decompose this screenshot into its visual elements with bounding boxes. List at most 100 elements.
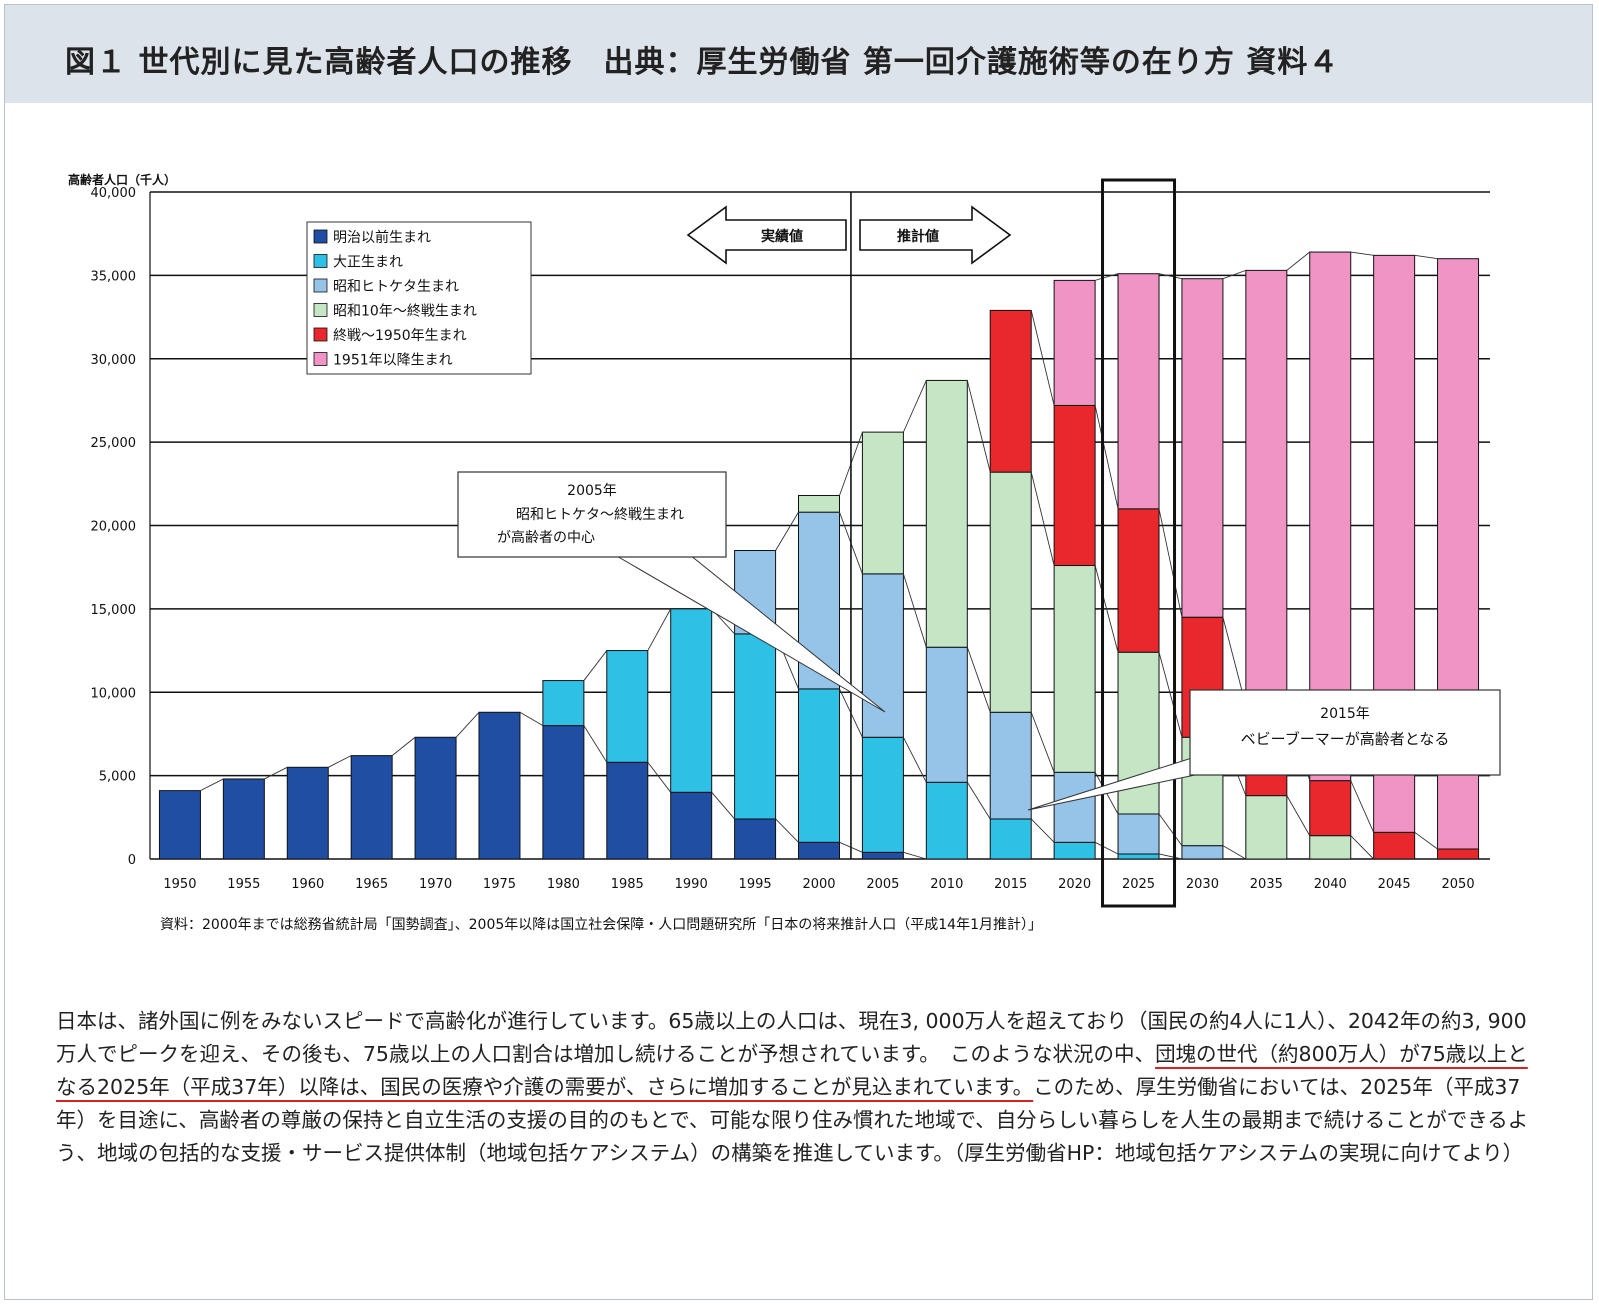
callout-2005-year: 2005年 <box>567 483 617 499</box>
legend-label: 大正生まれ <box>333 255 403 271</box>
bar-segment <box>1309 835 1352 860</box>
legend-label: 1951年以降生まれ <box>333 353 453 369</box>
y-tick-label: 30,000 <box>91 353 137 368</box>
bar-segment <box>1245 269 1288 707</box>
bar-segment <box>1117 508 1160 653</box>
bar-segment <box>734 818 777 860</box>
bar-segment <box>798 688 840 843</box>
arrow-left-shape <box>686 205 847 265</box>
x-tick-label: 1995 <box>739 877 772 892</box>
legend-swatch <box>313 254 328 268</box>
bar-segment <box>798 841 840 860</box>
bar-segment <box>989 818 1032 860</box>
bar-segment <box>1309 780 1352 837</box>
legend-swatch <box>313 229 328 244</box>
description-part-2: このため、厚生労働省においては、2025年（平成37年）を目途に、高齢者の尊厳の… <box>56 1075 1529 1165</box>
callout-2015-year: 2015年 <box>1320 706 1370 722</box>
chart-source: 資料：2000年までは総務省統計局「国勢調査」、2005年以降は国立社会保障・人… <box>160 917 1042 933</box>
connector-line <box>1222 269 1246 280</box>
x-tick-label: 2045 <box>1378 877 1411 892</box>
x-tick-label: 2050 <box>1442 877 1475 892</box>
x-tick-label: 1950 <box>163 877 196 892</box>
connector-line <box>1158 273 1183 280</box>
connector-line <box>966 782 991 820</box>
bar-segment <box>606 650 649 763</box>
highlight-2025-box <box>1101 178 1177 908</box>
bar-segment <box>1117 813 1160 855</box>
description-underlined: 団塊の世代（約800万人）が75歳以上となる2025年（平成37年）以降は、国民… <box>56 1042 1528 1099</box>
connector-line <box>902 573 927 648</box>
connector-line <box>902 380 927 433</box>
y-tick-label: 35,000 <box>91 269 137 284</box>
bar-segment <box>414 736 457 860</box>
connector-line <box>775 511 799 551</box>
connector-line <box>966 380 991 473</box>
bar-segment <box>222 778 265 860</box>
y-tick-label: 15,000 <box>91 603 137 618</box>
connector-line <box>1350 835 1374 860</box>
connector-line <box>1350 251 1374 256</box>
bar-segment <box>734 633 777 820</box>
y-tick-label: 10,000 <box>91 686 137 701</box>
bar-segment <box>1053 404 1096 567</box>
bar-segment <box>1245 795 1288 860</box>
bar-segment <box>925 781 968 860</box>
legend-label: 昭和10年～終戦生まれ <box>333 304 477 320</box>
x-tick-label: 2010 <box>930 877 963 892</box>
legend-swatch <box>313 352 328 366</box>
y-tick-label: 40,000 <box>91 186 137 201</box>
x-tick-label: 2015 <box>994 877 1027 892</box>
population-chart: 0 5,000 10,000 15,000 20,000 25,000 30,000 35,0… <box>68 172 1501 933</box>
connector-line <box>711 792 735 820</box>
y-tick-label: 0 <box>128 853 136 868</box>
description-part-1: 日本は、諸外国に例をみないスピードで高齢化が進行しています。65歳以上の人口は、… <box>56 1009 1527 1066</box>
connector-line <box>1094 273 1119 281</box>
bar-segment <box>542 680 585 727</box>
connector-line <box>1350 780 1375 833</box>
x-tick-label: 1955 <box>227 877 260 892</box>
callout-2005-line2: 昭和ヒトケタ～終戦生まれ <box>516 507 684 523</box>
callout-2005-line3: が高齢者の中心 <box>497 529 595 546</box>
bar-segment <box>286 766 329 860</box>
bar-segment <box>798 494 840 513</box>
bar-segment <box>861 736 904 853</box>
connector-line <box>200 778 224 792</box>
connector-line <box>903 737 927 783</box>
connector-line <box>455 711 480 738</box>
connector-line <box>1286 795 1311 836</box>
connector-line <box>1158 508 1183 618</box>
bar-segment <box>1053 841 1096 860</box>
connector-line <box>1222 845 1247 860</box>
callout-2005-box <box>457 471 727 558</box>
callout-2015-box <box>1189 689 1501 776</box>
connector-line <box>1094 565 1119 653</box>
bar-segment <box>1437 848 1480 860</box>
y-tick-label: 5,000 <box>99 770 136 785</box>
x-tick-label: 2030 <box>1186 877 1219 892</box>
y-tick-label: 20,000 <box>91 520 137 535</box>
bar-segment <box>1117 273 1160 510</box>
connector-line <box>1414 831 1438 850</box>
legend-label: 明治以前生まれ <box>333 229 431 246</box>
bar-segment <box>158 790 201 860</box>
connector-line <box>647 762 672 793</box>
figure-header: 図１ 世代別に見た高齢者人口の推移 出典：厚生労働省 第一回介護施術等の在り方 … <box>5 5 1592 103</box>
connector-line <box>1030 818 1055 843</box>
bar-segment <box>989 471 1032 713</box>
bar-segment <box>1181 278 1224 618</box>
legend-swatch <box>313 327 328 342</box>
y-axis-label: 高齢者人口（千人） <box>68 172 176 187</box>
bar-segment <box>1373 831 1416 860</box>
connector-line <box>328 755 352 768</box>
bar-segment <box>478 711 521 860</box>
connector-line <box>647 608 672 651</box>
connector-line <box>1414 254 1438 260</box>
bar-segment <box>670 791 713 860</box>
description-text: 日本は、諸外国に例をみないスピードで高齢化が進行しています。65歳以上の人口は、… <box>56 1005 1546 1170</box>
bar-segment <box>861 851 904 860</box>
arrow-left-label: 実績値 <box>761 228 803 245</box>
y-tick-label: 25,000 <box>91 436 137 451</box>
connector-line <box>1030 310 1055 406</box>
bar-segment <box>861 431 904 575</box>
x-tick-label: 2040 <box>1314 877 1347 892</box>
